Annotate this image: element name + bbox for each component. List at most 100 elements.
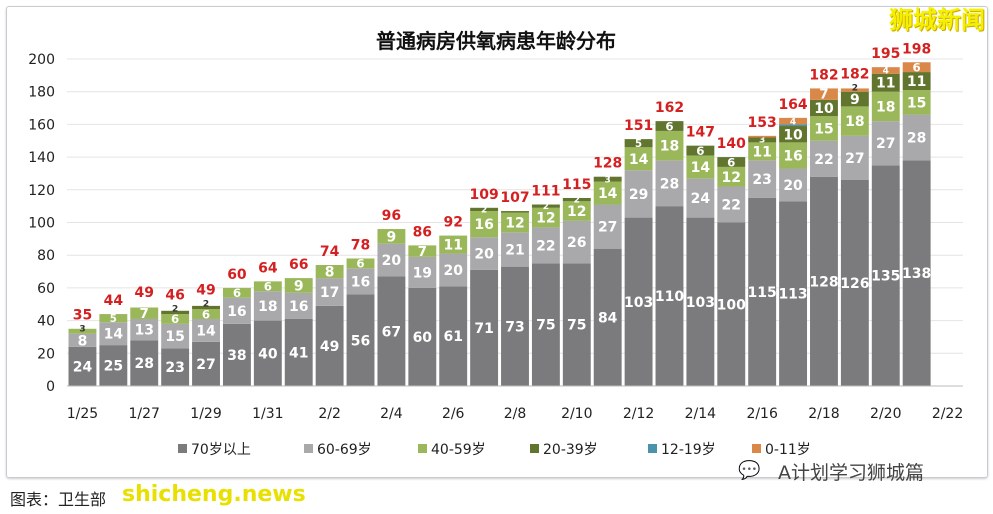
x-tick-label: 2/20 (870, 406, 901, 422)
bar-segment-label: 16 (289, 299, 308, 315)
bar-segment-label: 5 (635, 139, 642, 150)
bar-total-label: 182 (840, 67, 869, 83)
bar-segment-label: 27 (598, 220, 617, 236)
bar-total-label: 49 (196, 283, 215, 299)
bar-segment-label: 28 (660, 176, 679, 192)
bar-segment (624, 147, 653, 171)
bar-segment (501, 266, 529, 386)
bar-segment (377, 276, 406, 386)
bar-segment (624, 217, 653, 386)
bar-segment-label: 16 (474, 217, 493, 233)
bar-segment (717, 166, 746, 187)
x-tick-label: 1/27 (129, 406, 160, 422)
bar-segment-label: 6 (665, 119, 673, 133)
bar-segment (531, 263, 560, 386)
bar-segment (161, 314, 190, 324)
bar-segment (840, 91, 869, 107)
bar-total-label: 140 (717, 136, 746, 152)
bar-segment-label: 12 (505, 216, 524, 232)
bar-total-label: 147 (686, 125, 715, 141)
bar-segment-label: 49 (320, 339, 339, 355)
bar-segment (68, 328, 97, 334)
bar-segment-label: 20 (783, 178, 803, 194)
bar-segment (871, 73, 900, 92)
bar-total-label: 86 (413, 224, 432, 240)
bar-segment (346, 294, 375, 386)
bar-segment-label: 22 (536, 238, 555, 254)
y-tick-label: 20 (37, 346, 55, 362)
bar-segment (840, 88, 869, 92)
y-tick-label: 200 (28, 52, 55, 68)
y-tick-label: 80 (37, 248, 55, 264)
bar-segment (686, 145, 715, 156)
bar-segment (624, 139, 653, 148)
bar-segment-label: 16 (227, 304, 246, 320)
bar-segment (161, 323, 190, 349)
watermark-top-right: 狮城新闻 (889, 6, 985, 34)
legend-swatch (304, 444, 313, 453)
x-tick-label: 2/22 (932, 406, 963, 422)
bar-segment-label: 14 (598, 186, 618, 202)
bar-segment (717, 222, 746, 386)
bar-segment-label: 15 (907, 95, 926, 111)
bar-segment-label: 8 (78, 333, 88, 349)
bar-segment (253, 291, 282, 321)
bar-total-label: 164 (778, 97, 807, 113)
bar-total-label: 111 (531, 184, 560, 200)
bar-segment-label: 75 (567, 318, 586, 334)
x-tick-label: 2/18 (808, 406, 839, 422)
bar-segment (501, 212, 529, 233)
bar-total-label: 74 (320, 244, 340, 260)
bar-segment-label: 113 (778, 287, 807, 303)
wechat-icon: 💬 (738, 460, 761, 481)
bar-total-label: 107 (500, 190, 529, 206)
bar-segment-label: 18 (876, 99, 895, 115)
x-tick-label: 1/31 (252, 406, 283, 422)
bar-segment (531, 207, 560, 228)
bar-segment (222, 297, 251, 324)
bar-segment (902, 160, 931, 386)
bar-segment-label: 27 (845, 151, 864, 167)
bar-segment (810, 116, 838, 141)
bar-total-label: 198 (902, 41, 931, 57)
bar-segment-label: 6 (356, 257, 364, 271)
bar-segment (284, 278, 313, 293)
bar-segment-label: 9 (850, 92, 860, 108)
bar-segment (315, 278, 344, 306)
bar-segment (655, 121, 684, 131)
bar-segment-label: 11 (907, 74, 926, 90)
bar-segment (161, 348, 190, 386)
x-tick-label: 2/6 (442, 406, 465, 422)
bar-segment-label: 12 (722, 170, 741, 186)
bar-segment (222, 287, 251, 298)
x-tick-label: 2/14 (685, 406, 717, 422)
bar-total-label: 115 (562, 177, 591, 193)
bar-segment-label: 15 (814, 122, 833, 138)
y-tick-label: 160 (28, 117, 55, 133)
bar-segment (593, 248, 622, 386)
x-tick-label: 2/2 (318, 406, 341, 422)
bar-segment-label: 56 (351, 333, 370, 349)
bar-segment-label: 75 (536, 318, 555, 334)
bar-segment-label: 126 (840, 276, 869, 292)
bar-segment (655, 130, 684, 161)
bar-segment-label: 22 (814, 152, 833, 168)
bar-segment (284, 318, 313, 386)
watermark-bottom-left: shicheng.news (122, 482, 306, 507)
bar-total-label: 109 (469, 187, 498, 203)
bar-segment (192, 305, 220, 310)
bar-segment-label: 6 (233, 286, 241, 300)
bar-segment (902, 72, 931, 91)
bar-segment (748, 142, 777, 161)
bar-segment (192, 341, 220, 386)
bar-segment (779, 201, 808, 386)
bar-segment-label: 11 (443, 238, 462, 254)
bar-segment-label: 9 (387, 229, 397, 245)
bar-segment-label: 9 (294, 278, 304, 294)
x-tick-label: 2/10 (561, 406, 592, 422)
bar-segment-label: 103 (686, 295, 715, 311)
bar-segment (593, 181, 622, 205)
bar-segment-label: 3 (79, 324, 85, 334)
bar-segment (779, 117, 808, 125)
legend-label: 20-39岁 (543, 442, 598, 458)
